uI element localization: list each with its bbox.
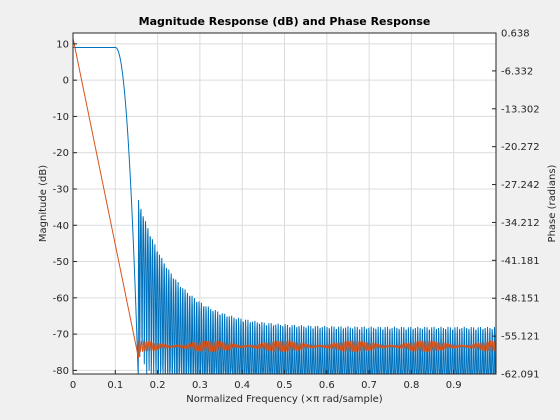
phase-line <box>72 38 497 359</box>
y-left-tick-label-1: 0 <box>63 76 69 87</box>
x-axis-label: Normalized Frequency (×π rad/sample) <box>186 394 383 405</box>
tick-layer: 0 0.1 0.2 0.3 0.4 0.5 0.6 0.7 0.8 0.9 10 0 -10 -20 -30… <box>53 29 540 392</box>
x-tick-label-7: 0.7 <box>361 380 377 391</box>
x-tick-label-3: 0.3 <box>192 380 208 391</box>
y-right-tick-label-4: -27.242 <box>501 180 540 191</box>
y-left-tick-label-9: -80 <box>53 366 69 377</box>
y-left-tick-label-2: -10 <box>53 112 69 123</box>
y-axis-label-right: Phase (radians) <box>547 164 558 242</box>
y-right-tick-label-8: -55.121 <box>501 332 540 343</box>
y-left-tick-label-6: -50 <box>53 257 69 268</box>
y-right-tick-label-5: -34.212 <box>501 218 540 229</box>
y-left-tick-label-5: -40 <box>53 221 69 232</box>
x-tick-label-8: 0.8 <box>403 380 419 391</box>
y-left-tick-label-7: -60 <box>53 293 69 304</box>
x-tick-label-9: 0.9 <box>446 380 462 391</box>
y-right-tick-label-6: -41.181 <box>501 256 540 267</box>
y-right-tick-label-1: -6.332 <box>501 66 533 77</box>
x-tick-label-6: 0.6 <box>319 380 335 391</box>
y-right-tick-label-9: -62.091 <box>501 370 540 381</box>
x-tick-label-0: 0 <box>70 380 76 391</box>
y-left-tick-label-0: 10 <box>56 39 69 50</box>
y-right-tick-label-7: -48.151 <box>501 294 540 305</box>
x-tick-label-4: 0.4 <box>234 380 250 391</box>
y-left-tick-label-8: -70 <box>53 330 69 341</box>
y-axis-label-left: Magnitude (dB) <box>38 165 49 242</box>
y-right-tick-label-2: -13.302 <box>501 104 540 115</box>
x-tick-label-2: 0.2 <box>150 380 166 391</box>
x-tick-label-1: 0.1 <box>107 380 123 391</box>
chart-title: Magnitude Response (dB) and Phase Respon… <box>139 15 431 28</box>
y-right-tick-label-0: 0.638 <box>501 29 530 40</box>
y-right-tick-label-3: -20.272 <box>501 142 540 153</box>
y-left-tick-label-3: -20 <box>53 148 69 159</box>
y-left-tick-label-4: -30 <box>53 184 69 195</box>
x-tick-label-5: 0.5 <box>277 380 293 391</box>
